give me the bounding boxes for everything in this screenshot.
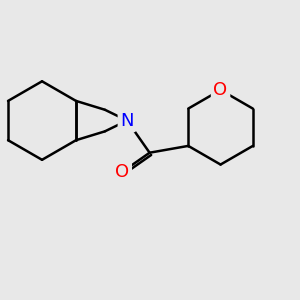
Text: N: N (120, 112, 134, 130)
Text: O: O (115, 163, 129, 181)
Text: O: O (214, 81, 228, 99)
